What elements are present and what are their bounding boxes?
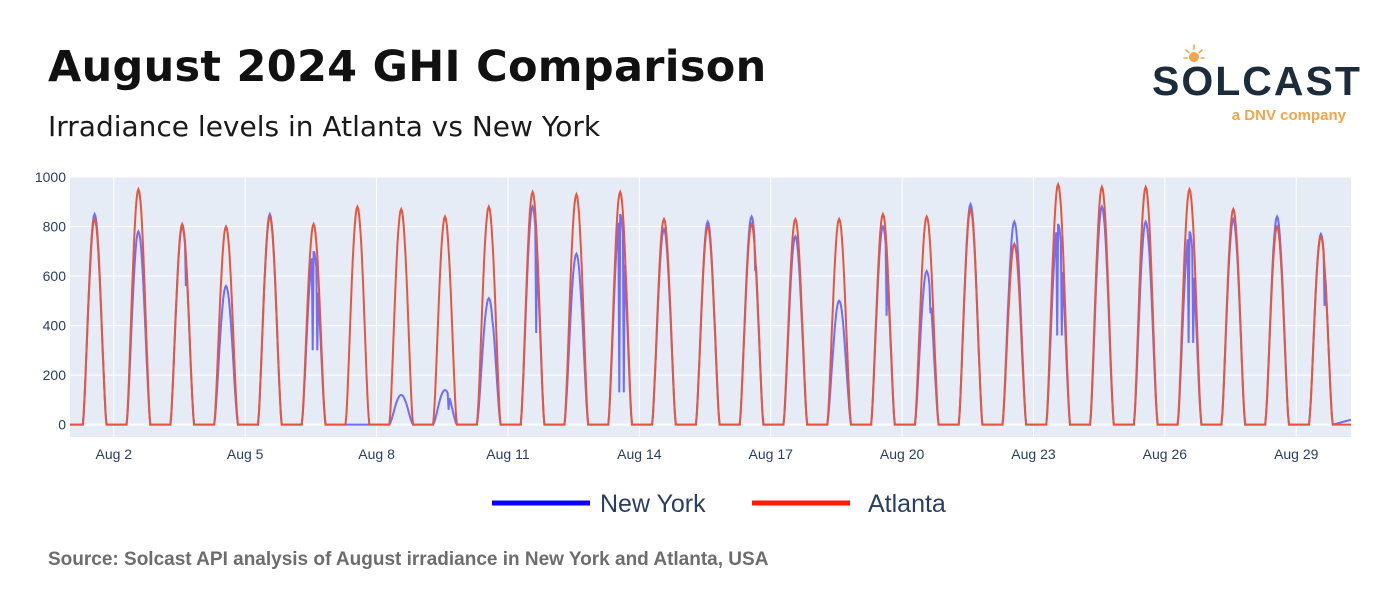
x-tick-label: Aug 17	[749, 446, 794, 462]
legend-atlanta-label: Atlanta	[868, 490, 946, 518]
x-tick-label: Aug 8	[358, 446, 395, 462]
x-tick-label: Aug 29	[1274, 446, 1319, 462]
logo-wordmark: SOLCAST	[1152, 58, 1362, 104]
x-tick-label: Aug 20	[880, 446, 925, 462]
source-note: Source: Solcast API analysis of August i…	[48, 549, 769, 570]
sun-icon	[1183, 44, 1205, 62]
logo-tagline: a DNV company	[1231, 107, 1346, 124]
x-tick-label: Aug 11	[486, 446, 530, 462]
y-tick-label: 200	[43, 367, 67, 383]
y-tick-label: 0	[58, 417, 66, 433]
y-tick-label: 800	[43, 219, 67, 235]
x-tick-label: Aug 2	[95, 446, 132, 462]
chart-title: August 2024 GHI Comparison	[48, 42, 767, 92]
ghi-line-chart: 0 200 400 600 800 1000 Aug 2 Aug 5 Aug 8 Aug 11 A…	[35, 169, 1351, 518]
plot-background	[70, 177, 1351, 437]
x-tick-label: Aug 5	[227, 446, 264, 462]
series-atlanta-line	[70, 181, 1351, 426]
chart-subtitle: Irradiance levels in Atlanta vs New York	[48, 110, 601, 143]
x-tick-label: Aug 14	[617, 446, 662, 462]
y-tick-label: 400	[43, 318, 67, 334]
legend-new-york-label: New York	[600, 490, 706, 518]
legend: New York Atlanta	[492, 490, 946, 518]
y-tick-label: 600	[43, 268, 67, 284]
solcast-logo: SOLCAST a DNV company	[1140, 44, 1360, 130]
x-tick-label: Aug 26	[1143, 446, 1188, 462]
y-tick-label: 1000	[35, 169, 66, 185]
x-tick-label: Aug 23	[1011, 446, 1056, 462]
